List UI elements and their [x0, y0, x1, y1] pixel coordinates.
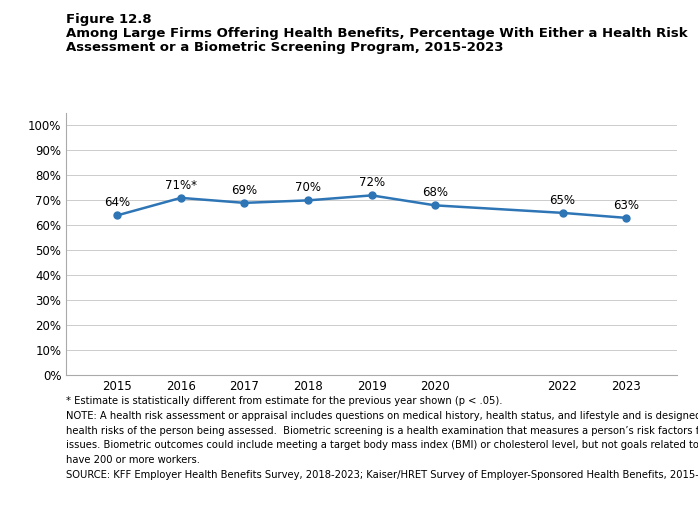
Text: 71%*: 71%* [165, 178, 197, 192]
Text: SOURCE: KFF Employer Health Benefits Survey, 2018-2023; Kaiser/HRET Survey of Em: SOURCE: KFF Employer Health Benefits Sur… [66, 470, 698, 480]
Text: Among Large Firms Offering Health Benefits, Percentage With Either a Health Risk: Among Large Firms Offering Health Benefi… [66, 27, 688, 40]
Text: have 200 or more workers.: have 200 or more workers. [66, 455, 200, 465]
Text: 63%: 63% [613, 198, 639, 212]
Text: 65%: 65% [549, 194, 576, 207]
Text: * Estimate is statistically different from estimate for the previous year shown : * Estimate is statistically different fr… [66, 396, 503, 406]
Text: 64%: 64% [104, 196, 131, 209]
Text: 68%: 68% [422, 186, 448, 199]
Text: 69%: 69% [231, 184, 258, 197]
Text: issues. Biometric outcomes could include meeting a target body mass index (BMI) : issues. Biometric outcomes could include… [66, 440, 698, 450]
Text: Assessment or a Biometric Screening Program, 2015-2023: Assessment or a Biometric Screening Prog… [66, 41, 504, 55]
Text: 70%: 70% [295, 181, 321, 194]
Text: health risks of the person being assessed.  Biometric screening is a health exam: health risks of the person being assesse… [66, 426, 698, 436]
Text: NOTE: A health risk assessment or appraisal includes questions on medical histor: NOTE: A health risk assessment or apprai… [66, 411, 698, 421]
Text: 72%: 72% [359, 176, 385, 189]
Text: Figure 12.8: Figure 12.8 [66, 13, 152, 26]
